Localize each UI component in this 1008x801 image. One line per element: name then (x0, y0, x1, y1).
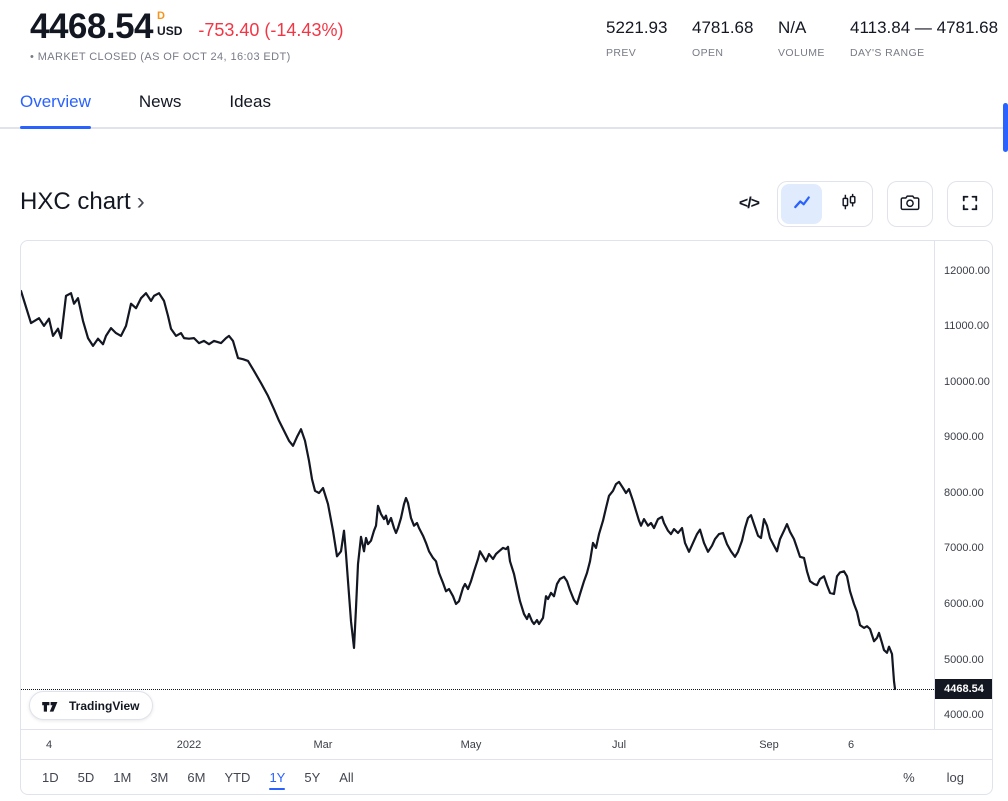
range-switcher: 1D 5D 1M 3M 6M YTD 1Y 5Y All (39, 768, 357, 787)
y-axis-label: 11000.00 (944, 320, 989, 332)
range-button-6m[interactable]: 6M (184, 768, 208, 787)
tradingview-logo[interactable]: TradingView (29, 691, 153, 720)
candlestick-chart-button[interactable] (825, 181, 872, 227)
range-button-1y[interactable]: 1Y (266, 768, 288, 787)
y-axis-label: 5000.00 (944, 654, 984, 666)
y-axis-label: 4000.00 (944, 709, 984, 721)
x-axis-label: Mar (314, 739, 333, 751)
x-axis-label: 2022 (177, 739, 201, 751)
time-axis[interactable]: 4 2022 Mar May Jul Sep 6 (21, 729, 992, 759)
tradingview-logo-text: TradingView (69, 699, 139, 713)
stat-day-s-range: 4113.84 — 4781.68 DAY'S RANGE (850, 18, 998, 59)
stat-value: 5221.93 (606, 18, 692, 38)
chart-type-switcher (777, 181, 873, 227)
stat-label: DAY'S RANGE (850, 47, 998, 59)
x-axis-label: 4 (46, 739, 52, 751)
stat-open: 4781.68 OPEN (692, 18, 778, 59)
fullscreen-button[interactable] (947, 181, 993, 227)
stat-value: N/A (778, 18, 850, 38)
range-button-3m[interactable]: 3M (147, 768, 171, 787)
x-axis-label: Jul (612, 739, 626, 751)
range-button-5d[interactable]: 5D (75, 768, 98, 787)
embed-code-button[interactable]: </> (735, 195, 763, 213)
price-row: 4468.54 D USD -753.40 (-14.43%) (30, 8, 343, 46)
stat-label: PREV (606, 47, 692, 59)
log-scale-button[interactable]: log (941, 769, 970, 786)
price-change: -753.40 (-14.43%) (198, 20, 343, 41)
stat-volume: N/A VOLUME (778, 18, 850, 59)
code-icon: </> (739, 195, 759, 212)
percent-scale-button[interactable]: % (897, 769, 921, 786)
chart-plot-area[interactable]: TradingView (21, 241, 934, 729)
y-axis-label: 6000.00 (944, 598, 984, 610)
x-axis-label: May (461, 739, 482, 751)
x-axis-label: Sep (759, 739, 779, 751)
camera-icon (899, 192, 921, 217)
stat-label: VOLUME (778, 47, 850, 59)
interval-marker: D (157, 10, 182, 22)
tab-news[interactable]: News (139, 90, 182, 127)
x-axis-label: 6 (848, 739, 854, 751)
range-button-ytd[interactable]: YTD (221, 768, 253, 787)
scrollbar-thumb[interactable] (1003, 103, 1008, 152)
last-price: 4468.54 (30, 8, 153, 46)
chart-header: HXC chart› </> (20, 181, 993, 227)
stat-value: 4781.68 (692, 18, 778, 38)
price-units: D USD (157, 10, 182, 38)
stat-prev: 5221.93 PREV (606, 18, 692, 59)
range-button-1m[interactable]: 1M (110, 768, 134, 787)
chevron-right-icon: › (137, 188, 145, 215)
chart-title[interactable]: HXC chart› (20, 188, 145, 216)
range-button-1d[interactable]: 1D (39, 768, 62, 787)
last-price-tag: 4468.54 (935, 679, 993, 699)
stats-row: 5221.93 PREV4781.68 OPENN/A VOLUME4113.84 —… (606, 18, 998, 59)
chart-footer: 1D 5D 1M 3M 6M YTD 1Y 5Y All % log (21, 759, 992, 794)
snapshot-button[interactable] (887, 181, 933, 227)
range-button-all[interactable]: All (336, 768, 356, 787)
tab-overview[interactable]: Overview (20, 90, 91, 127)
stat-value: 4113.84 — 4781.68 (850, 18, 998, 38)
chart-toolbar: </> (735, 181, 993, 227)
tab-ideas[interactable]: Ideas (229, 90, 271, 127)
price-axis[interactable]: 4468.54 12000.00 11000.00 10000.00 9000.00 8… (934, 241, 992, 729)
range-button-5y[interactable]: 5Y (301, 768, 323, 787)
line-chart-button[interactable] (781, 184, 822, 224)
quote-header: 4468.54 D USD -753.40 (-14.43%) • MARKET… (30, 8, 343, 63)
chart-title-text: HXC chart (20, 188, 131, 215)
currency-label: USD (157, 24, 182, 38)
y-axis-label: 8000.00 (944, 487, 984, 499)
scale-switcher: % log (897, 769, 974, 786)
last-price-line (21, 689, 934, 690)
price-line (21, 291, 895, 689)
tradingview-logo-icon (40, 698, 62, 714)
y-axis-label: 7000.00 (944, 542, 984, 554)
y-axis-label: 12000.00 (944, 265, 990, 277)
price-line-svg (21, 241, 934, 729)
tab-bar: Overview News Ideas (0, 90, 1008, 129)
fullscreen-icon (960, 193, 980, 216)
y-axis-label: 9000.00 (944, 431, 984, 443)
chart-card: TradingView 4468.54 12000.00 11000.00 1000… (20, 240, 993, 795)
stat-label: OPEN (692, 47, 778, 59)
market-status: • MARKET CLOSED (AS OF OCT 24, 16:03 EDT… (30, 51, 343, 63)
y-axis-label: 10000.00 (944, 376, 990, 388)
candlestick-icon (839, 192, 859, 217)
line-chart-icon (793, 193, 811, 216)
